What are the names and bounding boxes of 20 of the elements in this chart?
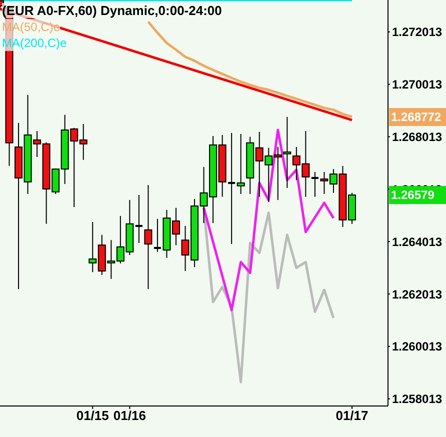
candlestick [135, 194, 142, 244]
y-tick-label: 1.268013 [392, 130, 442, 144]
y-tick-label: 1.272013 [392, 25, 442, 40]
y-tick-label: 1.264013 [392, 234, 442, 249]
y-tick-label: 1.258013 [392, 392, 442, 406]
text: 1.268772 [389, 108, 446, 126]
y-tick-label: 1.270013 [392, 78, 442, 92]
text: MA(50,C)e [2, 19, 60, 35]
text: MA(200,C)e [2, 35, 67, 51]
x-tick-label: 01/16 [113, 408, 146, 424]
chart-title: (EUR A0-FX,60) Dynamic,0:00-24:00 [2, 3, 222, 18]
line-series [146, 20, 354, 118]
candlestick [283, 116, 292, 188]
x-tick-label: 01/15 [76, 408, 109, 424]
text: 1.26579 [391, 188, 434, 202]
x-tick-label: 01/17 [336, 408, 368, 424]
candlestick [236, 133, 245, 194]
candlestick [144, 184, 152, 290]
y-tick-label: 1.262013 [392, 287, 442, 302]
y-tick-label: 1.260013 [392, 340, 442, 354]
